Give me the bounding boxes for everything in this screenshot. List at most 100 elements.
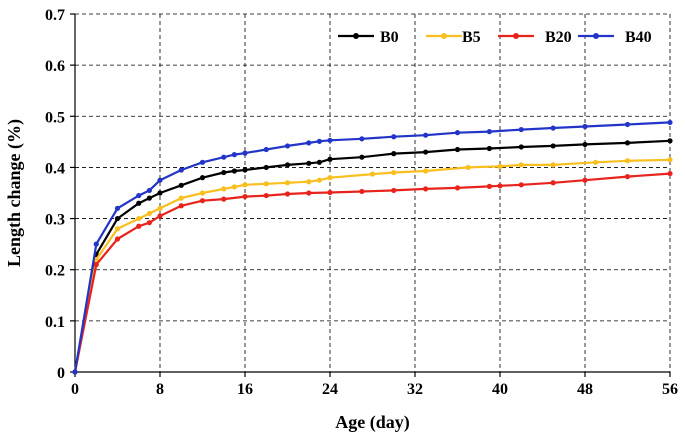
data-point-b5 xyxy=(624,158,631,164)
data-point-b20 xyxy=(423,186,429,192)
data-point-b0 xyxy=(550,143,556,149)
x-axis-title: Age (day) xyxy=(335,412,410,433)
data-point-b20 xyxy=(454,185,461,191)
data-point-b5 xyxy=(199,190,206,196)
y-tick-label: 0 xyxy=(57,365,65,382)
data-point-b40 xyxy=(157,177,163,183)
data-point-b40 xyxy=(624,121,631,128)
data-point-b0 xyxy=(423,149,429,155)
data-point-b0 xyxy=(391,151,397,157)
series-b40 xyxy=(72,119,673,375)
data-point-b40 xyxy=(391,134,397,140)
series-b20 xyxy=(72,170,673,375)
data-point-b40 xyxy=(423,132,429,138)
data-point-b0 xyxy=(263,164,269,171)
axes xyxy=(70,13,671,377)
x-tick-label: 48 xyxy=(577,381,593,398)
data-point-b20 xyxy=(242,193,248,200)
data-point-b40 xyxy=(231,152,237,158)
data-point-b5 xyxy=(231,184,237,190)
series-b5 xyxy=(72,157,673,375)
data-point-b5 xyxy=(518,162,524,168)
series-lines xyxy=(72,119,673,375)
data-point-b0 xyxy=(199,175,206,181)
data-point-b40 xyxy=(518,126,524,133)
data-point-b5 xyxy=(550,162,556,168)
data-point-b40 xyxy=(667,119,673,126)
data-point-b40 xyxy=(550,125,556,131)
y-tick-label: 0.2 xyxy=(45,263,65,280)
legend-swatch-marker xyxy=(441,33,447,39)
data-point-b40 xyxy=(72,369,78,375)
data-point-b20 xyxy=(497,183,503,189)
data-point-b20 xyxy=(667,170,673,177)
data-point-b5 xyxy=(114,226,121,232)
data-point-b0 xyxy=(306,160,312,166)
y-tick-label: 0.6 xyxy=(45,58,65,75)
x-tick-label: 32 xyxy=(407,381,423,398)
data-point-b0 xyxy=(454,146,461,153)
y-tick-label: 0.4 xyxy=(45,160,65,177)
data-point-b0 xyxy=(624,140,631,146)
data-point-b40 xyxy=(242,150,248,156)
data-point-b5 xyxy=(146,210,152,217)
data-point-b5 xyxy=(369,171,376,177)
data-point-b0 xyxy=(316,159,322,165)
legend-swatch-marker xyxy=(513,33,519,39)
data-point-b0 xyxy=(178,182,184,188)
data-point-b20 xyxy=(221,196,227,202)
data-point-b20 xyxy=(359,188,365,195)
data-point-b5 xyxy=(263,181,269,187)
series-b0 xyxy=(72,138,673,375)
data-point-b5 xyxy=(316,177,322,183)
data-point-b20 xyxy=(486,183,492,189)
data-point-b5 xyxy=(136,215,142,222)
y-tick-label: 0.5 xyxy=(45,109,65,126)
data-point-b0 xyxy=(146,195,152,201)
data-point-b40 xyxy=(582,123,588,130)
data-point-b40 xyxy=(454,130,461,136)
data-point-b40 xyxy=(316,138,322,144)
legend-item-b5: B5 xyxy=(426,29,481,46)
data-point-b5 xyxy=(242,182,248,188)
data-point-b0 xyxy=(114,215,121,222)
data-point-b20 xyxy=(136,223,142,229)
data-point-b0 xyxy=(327,156,333,162)
legend-item-b40: B40 xyxy=(578,29,652,46)
data-point-b0 xyxy=(231,168,237,174)
data-point-b40 xyxy=(93,241,99,247)
data-point-b5 xyxy=(157,205,163,211)
y-tick-label: 0.3 xyxy=(45,212,65,229)
x-tick-label: 0 xyxy=(71,381,79,398)
x-tick-label: 16 xyxy=(237,381,253,398)
data-point-b0 xyxy=(284,162,291,168)
legend-label: B5 xyxy=(462,29,481,46)
data-point-b40 xyxy=(146,187,152,194)
data-point-b40 xyxy=(178,167,184,173)
tick-labels: 0 8 16 24 32 40 48 56 0 0.1 0.2 0.3 0.4 0.5 0.6 0.7 xyxy=(45,7,678,398)
data-point-b20 xyxy=(157,213,163,219)
data-point-b40 xyxy=(199,159,206,165)
data-point-b20 xyxy=(391,187,397,194)
data-point-b5 xyxy=(465,164,471,171)
series-line-b20 xyxy=(73,172,671,373)
data-point-b20 xyxy=(146,220,152,226)
data-point-b40 xyxy=(306,140,312,146)
data-point-b5 xyxy=(178,195,184,201)
y-axis-title: Length change (%) xyxy=(4,119,25,267)
data-point-b0 xyxy=(486,145,492,152)
data-point-b20 xyxy=(178,203,184,209)
data-point-b5 xyxy=(284,180,291,186)
data-point-b40 xyxy=(114,205,121,211)
data-point-b20 xyxy=(306,190,312,196)
data-point-b20 xyxy=(624,174,631,180)
data-point-b20 xyxy=(93,262,99,268)
data-point-b5 xyxy=(497,163,503,170)
data-point-b5 xyxy=(593,159,599,165)
data-point-b5 xyxy=(667,157,673,163)
series-line-b40 xyxy=(73,121,671,373)
data-point-b5 xyxy=(306,179,312,185)
data-point-b20 xyxy=(518,182,524,188)
data-point-b5 xyxy=(327,175,333,181)
